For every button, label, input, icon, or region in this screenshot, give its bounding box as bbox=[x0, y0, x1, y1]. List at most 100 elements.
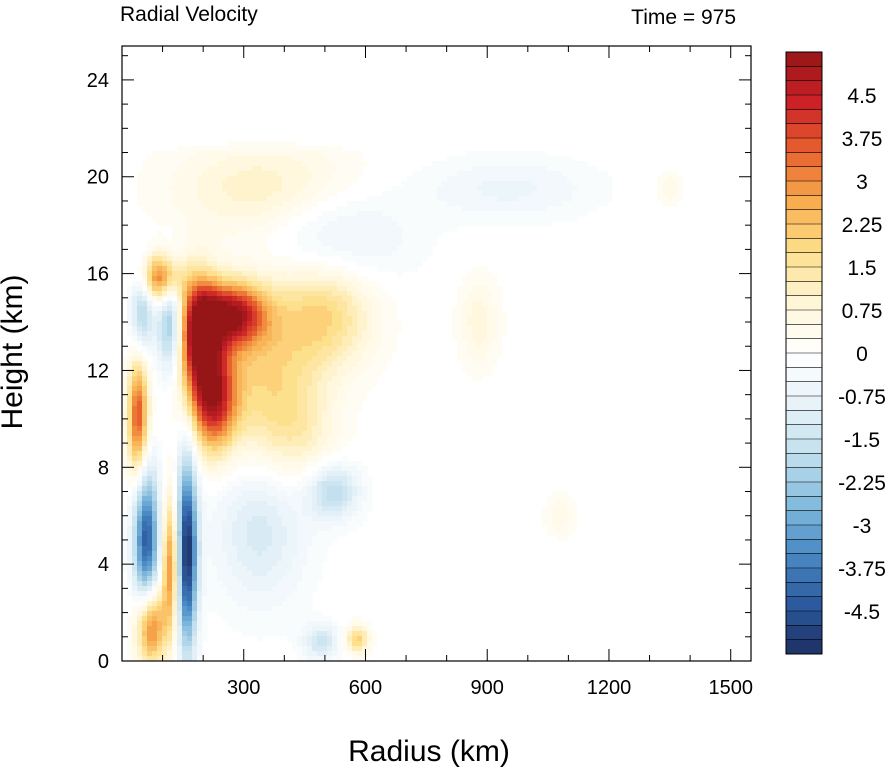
field-cell bbox=[367, 486, 373, 492]
field-cell bbox=[332, 401, 338, 407]
field-cell bbox=[302, 556, 308, 562]
field-cell bbox=[332, 476, 338, 482]
field-cell bbox=[217, 466, 223, 472]
field-cell bbox=[237, 406, 243, 412]
field-cell bbox=[482, 331, 488, 337]
field-cell bbox=[317, 446, 323, 452]
field-cell bbox=[217, 491, 223, 497]
field-cell bbox=[332, 361, 338, 367]
field-cell bbox=[357, 261, 363, 267]
field-cell bbox=[227, 281, 233, 287]
field-cell bbox=[152, 356, 158, 362]
field-cell bbox=[207, 541, 213, 547]
field-cell bbox=[297, 396, 303, 402]
field-cell bbox=[482, 266, 488, 272]
field-cell bbox=[342, 441, 348, 447]
field-cell bbox=[182, 271, 188, 277]
field-cell bbox=[252, 196, 258, 202]
field-cell bbox=[422, 256, 428, 262]
field-cell bbox=[437, 221, 443, 227]
field-cell bbox=[142, 596, 148, 602]
field-cell bbox=[342, 176, 348, 182]
field-cell bbox=[192, 411, 198, 417]
field-cell bbox=[287, 401, 293, 407]
field-cell bbox=[287, 386, 293, 392]
field-cell bbox=[177, 331, 183, 337]
field-cell bbox=[477, 286, 483, 292]
field-cell bbox=[307, 201, 313, 207]
field-cell bbox=[142, 341, 148, 347]
field-cell bbox=[252, 456, 258, 462]
field-cell bbox=[297, 271, 303, 277]
field-cell bbox=[267, 196, 273, 202]
field-cell bbox=[347, 371, 353, 377]
field-cell bbox=[362, 201, 368, 207]
field-cell bbox=[297, 471, 303, 477]
field-cell bbox=[282, 511, 288, 517]
field-cell bbox=[242, 141, 248, 147]
field-cell bbox=[237, 526, 243, 532]
field-cell bbox=[322, 441, 328, 447]
field-cell bbox=[127, 346, 133, 352]
field-cell bbox=[317, 316, 323, 322]
field-cell bbox=[307, 586, 313, 592]
field-cell bbox=[182, 176, 188, 182]
field-cell bbox=[282, 301, 288, 307]
field-cell bbox=[137, 501, 143, 507]
field-cell bbox=[292, 471, 298, 477]
field-cell bbox=[127, 306, 133, 312]
field-cell bbox=[337, 216, 343, 222]
field-cell bbox=[332, 491, 338, 497]
field-cell bbox=[262, 376, 268, 382]
field-cell bbox=[417, 196, 423, 202]
field-cell bbox=[177, 596, 183, 602]
field-cell bbox=[252, 586, 258, 592]
field-cell bbox=[487, 171, 493, 177]
field-cell bbox=[282, 456, 288, 462]
field-cell bbox=[372, 261, 378, 267]
field-cell bbox=[197, 216, 203, 222]
field-cell bbox=[497, 181, 503, 187]
field-cell bbox=[407, 211, 413, 217]
field-cell bbox=[187, 391, 193, 397]
field-cell bbox=[272, 536, 278, 542]
field-cell bbox=[297, 456, 303, 462]
field-cell bbox=[177, 361, 183, 367]
field-cell bbox=[337, 371, 343, 377]
field-cell bbox=[202, 421, 208, 427]
field-cell bbox=[302, 451, 308, 457]
field-cell bbox=[537, 161, 543, 167]
field-cell bbox=[217, 371, 223, 377]
field-cell bbox=[517, 181, 523, 187]
field-cell bbox=[227, 591, 233, 597]
field-cell bbox=[377, 336, 383, 342]
field-cell bbox=[307, 331, 313, 337]
field-cell bbox=[207, 166, 213, 172]
field-cell bbox=[397, 226, 403, 232]
field-cell bbox=[232, 486, 238, 492]
field-cell bbox=[202, 501, 208, 507]
field-cell bbox=[572, 516, 578, 522]
field-cell bbox=[192, 281, 198, 287]
field-cell bbox=[362, 396, 368, 402]
field-cell bbox=[352, 231, 358, 237]
field-cell bbox=[187, 426, 193, 432]
field-cell bbox=[202, 571, 208, 577]
field-cell bbox=[177, 256, 183, 262]
field-cell bbox=[272, 436, 278, 442]
field-cell bbox=[662, 201, 668, 207]
field-cell bbox=[467, 356, 473, 362]
field-cell bbox=[252, 356, 258, 362]
field-cell bbox=[237, 586, 243, 592]
field-cell bbox=[237, 181, 243, 187]
field-cell bbox=[157, 596, 163, 602]
field-cell bbox=[227, 421, 233, 427]
field-cell bbox=[322, 181, 328, 187]
field-cell bbox=[237, 161, 243, 167]
field-cell bbox=[177, 321, 183, 327]
field-cell bbox=[232, 206, 238, 212]
field-cell bbox=[207, 436, 213, 442]
field-cell bbox=[262, 586, 268, 592]
field-cell bbox=[442, 176, 448, 182]
field-cell bbox=[297, 266, 303, 272]
